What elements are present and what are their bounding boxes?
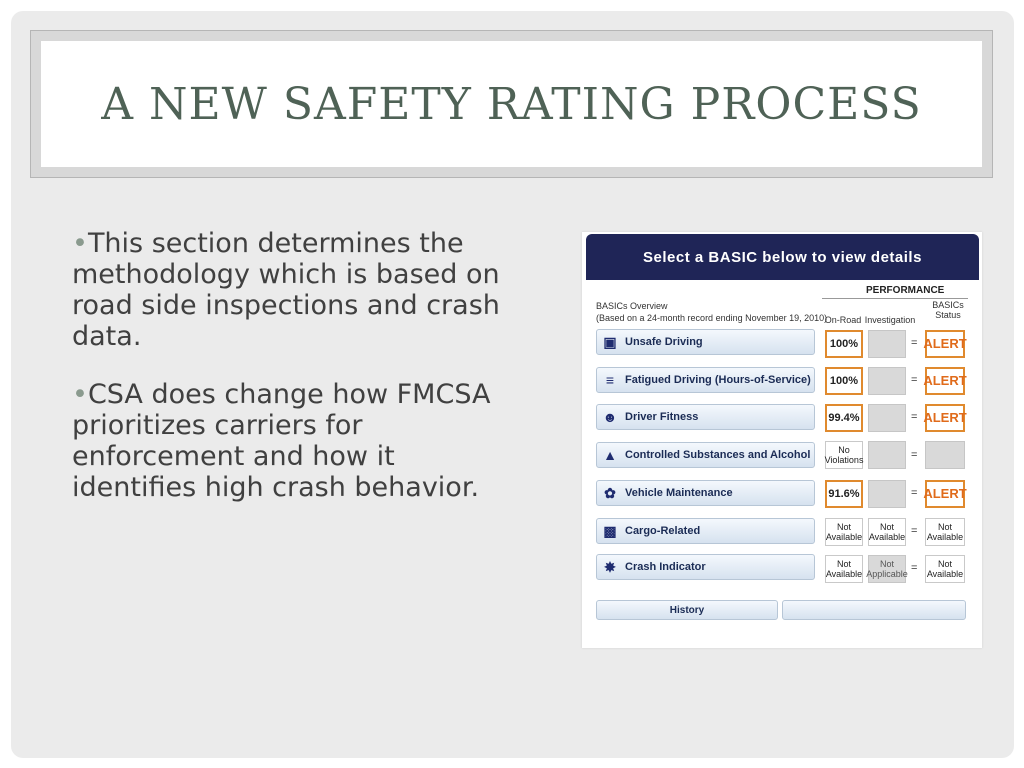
- sleep-icon: ≡: [605, 372, 615, 388]
- status-alert-badge: ALERT: [923, 480, 967, 508]
- bottle-icon: ▲: [603, 447, 617, 463]
- basic-row-vehicle-maintenance[interactable]: ✿ Vehicle Maintenance: [596, 480, 815, 506]
- basic-label: Fatigued Driving (Hours-of-Service): [625, 374, 811, 386]
- investigation-value: [868, 404, 906, 432]
- basic-label: Unsafe Driving: [625, 336, 703, 348]
- basic-label: Crash Indicator: [625, 561, 706, 573]
- column-header-onroad: On-Road: [824, 315, 862, 325]
- status-value: Not Available: [925, 555, 965, 583]
- bullet-text: This section determines the methodology …: [72, 228, 500, 352]
- equals-sign: =: [911, 525, 918, 537]
- equals-sign: =: [911, 337, 918, 349]
- basic-label: Vehicle Maintenance: [625, 487, 733, 499]
- status-value: Not Available: [925, 518, 965, 546]
- investigation-value: Not Available: [868, 518, 906, 546]
- onroad-value: 100%: [825, 330, 863, 358]
- title-frame: A New Safety Rating Process: [30, 30, 993, 178]
- bullet-item: •CSA does change how FMCSA prioritizes c…: [72, 379, 502, 503]
- onroad-value: 91.6%: [825, 480, 863, 508]
- performance-divider: [822, 298, 968, 299]
- onroad-value: Not Available: [825, 555, 863, 583]
- basic-row-cargo-related[interactable]: ▩ Cargo-Related: [596, 518, 815, 544]
- onroad-value: 100%: [825, 367, 863, 395]
- investigation-value: Not Applicable: [866, 555, 908, 583]
- equals-sign: =: [911, 411, 918, 423]
- basic-label: Driver Fitness: [625, 411, 699, 423]
- status-alert-badge: ALERT: [923, 367, 967, 395]
- title-panel: A New Safety Rating Process: [41, 41, 982, 167]
- investigation-value: [868, 330, 906, 358]
- status-alert-badge: ALERT: [923, 330, 967, 358]
- crash-icon: ✸: [604, 558, 616, 575]
- performance-label: PERFORMANCE: [866, 285, 945, 296]
- column-header-investigation: Investigation: [864, 315, 916, 325]
- blank-button[interactable]: [782, 600, 966, 620]
- person-icon: ☻: [602, 409, 618, 425]
- bullet-dot: •: [72, 379, 88, 410]
- cargo-icon: ▩: [603, 522, 617, 539]
- equals-sign: =: [911, 562, 918, 574]
- status-alert-badge: ALERT: [923, 404, 967, 432]
- basic-label: Controlled Substances and Alcohol: [625, 449, 811, 461]
- onroad-value: No Violations: [825, 441, 863, 469]
- panel-header: Select a BASIC below to view details: [586, 234, 979, 280]
- overview-title: BASICs Overview: [596, 301, 668, 311]
- basic-row-controlled-substances[interactable]: ▲ Controlled Substances and Alcohol: [596, 442, 815, 468]
- basic-row-crash-indicator[interactable]: ✸ Crash Indicator: [596, 554, 815, 580]
- bullet-dot: •: [72, 228, 88, 259]
- slide-title: A New Safety Rating Process: [101, 78, 922, 130]
- equals-sign: =: [911, 487, 918, 499]
- column-header-status: BASICs Status: [932, 300, 964, 320]
- status-value: [925, 441, 965, 469]
- bullet-text: CSA does change how FMCSA prioritizes ca…: [72, 379, 491, 503]
- bullet-list: •This section determines the methodology…: [72, 228, 502, 530]
- onroad-value: 99.4%: [825, 404, 863, 432]
- equals-sign: =: [911, 449, 918, 461]
- equals-sign: =: [911, 374, 918, 386]
- overview-subtitle: (Based on a 24-month record ending Novem…: [596, 313, 828, 323]
- investigation-value: [868, 367, 906, 395]
- basic-row-unsafe-driving[interactable]: ▣ Unsafe Driving: [596, 329, 815, 355]
- investigation-value: [868, 480, 906, 508]
- history-button[interactable]: History: [596, 600, 778, 620]
- car-icon: ▣: [603, 333, 617, 350]
- basic-row-driver-fitness[interactable]: ☻ Driver Fitness: [596, 404, 815, 430]
- bullet-item: •This section determines the methodology…: [72, 228, 502, 352]
- basic-row-fatigued-driving[interactable]: ≡ Fatigued Driving (Hours-of-Service): [596, 367, 815, 393]
- onroad-value: Not Available: [825, 518, 863, 546]
- investigation-value: [868, 441, 906, 469]
- basic-label: Cargo-Related: [625, 525, 701, 537]
- wrench-icon: ✿: [604, 484, 616, 501]
